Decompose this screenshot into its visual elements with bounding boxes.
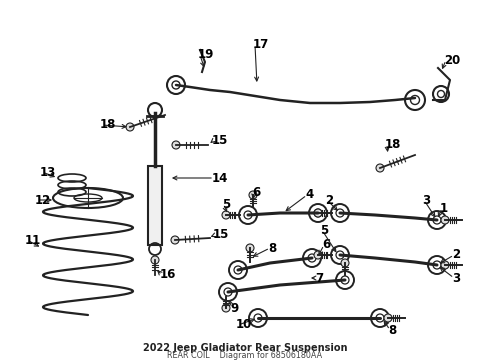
Text: 10: 10	[236, 319, 252, 332]
Text: 18: 18	[385, 139, 401, 152]
Circle shape	[441, 216, 449, 224]
Text: 20: 20	[444, 54, 460, 67]
Circle shape	[441, 261, 449, 269]
Text: 1: 1	[440, 202, 448, 215]
Text: 12: 12	[35, 194, 51, 207]
Text: 6: 6	[252, 185, 260, 198]
Circle shape	[341, 259, 349, 267]
Text: 2022 Jeep Gladiator Rear Suspension: 2022 Jeep Gladiator Rear Suspension	[143, 343, 347, 353]
Text: 3: 3	[422, 194, 430, 207]
Text: 3: 3	[452, 271, 460, 284]
Text: 15: 15	[213, 229, 229, 242]
Bar	[148, 166, 162, 245]
Circle shape	[151, 256, 159, 264]
Text: 14: 14	[212, 171, 228, 184]
Text: 2: 2	[325, 194, 333, 207]
Text: 4: 4	[305, 189, 313, 202]
Text: 5: 5	[222, 198, 230, 211]
Circle shape	[376, 164, 384, 172]
Circle shape	[314, 209, 322, 217]
Circle shape	[172, 141, 180, 149]
Text: 7: 7	[315, 271, 323, 284]
Text: 17: 17	[253, 39, 269, 51]
Circle shape	[314, 251, 322, 259]
Text: 8: 8	[388, 324, 396, 337]
Text: 6: 6	[322, 238, 330, 252]
Text: 8: 8	[268, 242, 276, 255]
Text: 19: 19	[198, 49, 215, 62]
Circle shape	[222, 304, 230, 312]
Text: REAR COIL    Diagram for 68506180AA: REAR COIL Diagram for 68506180AA	[168, 351, 322, 360]
Text: 13: 13	[40, 166, 56, 179]
Text: 16: 16	[160, 269, 176, 282]
Circle shape	[384, 314, 392, 322]
Text: 9: 9	[230, 302, 238, 315]
Text: 18: 18	[100, 118, 117, 131]
Circle shape	[249, 191, 257, 199]
Circle shape	[246, 244, 254, 252]
Circle shape	[222, 211, 230, 219]
Circle shape	[171, 236, 179, 244]
Circle shape	[126, 123, 134, 131]
Text: 5: 5	[320, 224, 328, 237]
Text: 2: 2	[452, 248, 460, 261]
Text: 15: 15	[212, 134, 228, 147]
Text: 11: 11	[25, 234, 41, 247]
